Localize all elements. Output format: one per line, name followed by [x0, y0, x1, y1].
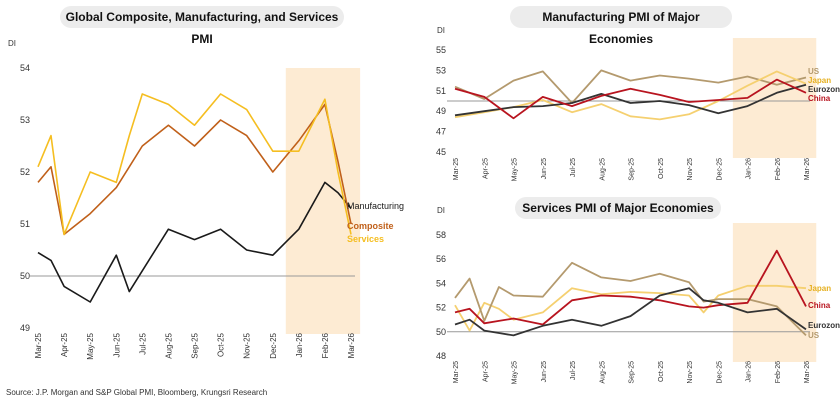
- y-tick-label: 47: [436, 127, 446, 137]
- y-tick-label: 51: [20, 219, 30, 229]
- x-tick-label: Sep-25: [629, 158, 636, 181]
- legend-label-japan: Japan: [808, 284, 831, 293]
- chart-2: 45 47 49 51 53 55 DI Mar-25 Apr-25 May-25 Jun-25 Ju…: [436, 26, 840, 181]
- x-tick-label: Jun-25: [541, 361, 548, 383]
- x-tick-label: Feb-26: [321, 332, 330, 358]
- x-tick-label: Aug-25: [599, 158, 606, 181]
- chart-2-title: Manufacturing PMI of Major Economies: [510, 6, 732, 46]
- y-tick-label: 55: [436, 45, 446, 55]
- x-tick-label: Feb-26: [775, 158, 782, 180]
- x-tick-label: Dec-25: [269, 332, 278, 358]
- y-axis-label: DI: [8, 39, 16, 48]
- legend-label-eurozone: Eurozone: [808, 321, 840, 330]
- x-tick-label: Jan-26: [295, 332, 304, 357]
- x-tick-label: Aug-25: [164, 332, 173, 358]
- x-tick-label: Mar-26: [804, 158, 811, 180]
- y-tick-label: 49: [436, 106, 446, 116]
- legend-label-services: Services: [347, 234, 384, 244]
- y-tick-label: 54: [20, 63, 30, 73]
- x-tick-label: Jan-26: [746, 158, 753, 180]
- x-tick-label: Oct-25: [658, 361, 665, 382]
- x-tick-label: Apr-25: [60, 332, 69, 357]
- legend-label-composite: Composite: [347, 221, 394, 231]
- legend-label-japan: Japan: [808, 76, 831, 85]
- series-line-us: [454, 69, 807, 104]
- x-tick-label: Jul-25: [570, 158, 577, 177]
- x-tick-label: May-25: [512, 158, 519, 181]
- x-tick-label: Apr-25: [482, 158, 489, 179]
- y-axis-label: DI: [437, 206, 445, 215]
- legend-label-china: China: [808, 94, 831, 103]
- x-tick-label: Oct-25: [658, 158, 665, 179]
- x-tick-label: Mar-26: [347, 332, 356, 358]
- y-tick-label: 52: [436, 303, 446, 313]
- x-tick-label: Oct-25: [217, 332, 226, 357]
- y-tick-label: 54: [436, 278, 446, 288]
- series-line-china: [454, 249, 807, 326]
- chart-1: 49 50 51 52 53 54 DI Mar-25 Apr-25 May-25 Jun-25 Ju…: [8, 39, 404, 360]
- y-tick-label: 53: [20, 115, 30, 125]
- y-tick-label: 52: [20, 167, 30, 177]
- x-tick-label: Mar-25: [453, 361, 460, 383]
- y-tick-label: 56: [436, 254, 446, 264]
- x-tick-label: May-25: [86, 332, 95, 359]
- series-line-composite: [37, 103, 352, 236]
- x-tick-label: Jun-25: [112, 332, 121, 357]
- shaded-region: [285, 68, 361, 334]
- y-tick-label: 51: [436, 86, 446, 96]
- x-tick-label: Jul-25: [570, 361, 577, 380]
- y-tick-label: 53: [436, 65, 446, 75]
- y-tick-label: 50: [20, 271, 30, 281]
- x-tick-label: Jan-26: [746, 361, 753, 383]
- x-tick-label: Aug-25: [599, 361, 606, 384]
- series-line-eurozone: [454, 287, 807, 337]
- source-note: Source: J.P. Morgan and S&P Global PMI, …: [6, 388, 268, 397]
- y-tick-label: 50: [436, 327, 446, 337]
- x-tick-label: Feb-26: [775, 361, 782, 383]
- x-tick-label: Nov-25: [243, 332, 252, 358]
- y-tick-label: 45: [436, 147, 446, 157]
- x-tick-label: Jun-25: [541, 158, 548, 180]
- series-line-services: [37, 93, 352, 236]
- series-line-china: [454, 78, 807, 120]
- legend-label-us: US: [808, 67, 820, 76]
- x-tick-label: Dec-25: [716, 158, 723, 181]
- x-tick-label: Nov-25: [687, 158, 694, 181]
- x-tick-label: Jul-25: [138, 332, 147, 354]
- chart-1-title: Global Composite, Manufacturing, and Ser…: [60, 6, 344, 46]
- legend-label-eurozone: Eurozone: [808, 85, 840, 94]
- y-tick-label: 49: [20, 323, 30, 333]
- legend-label-us: US: [808, 331, 820, 340]
- chart-3-title: Services PMI of Major Economies: [515, 197, 721, 219]
- x-tick-label: Nov-25: [687, 361, 694, 384]
- x-tick-label: Sep-25: [191, 332, 200, 358]
- x-tick-label: Mar-25: [453, 158, 460, 180]
- series-line-manufacturing: [37, 181, 352, 303]
- x-tick-label: Sep-25: [629, 361, 636, 384]
- x-tick-label: May-25: [512, 361, 519, 384]
- series-line-eurozone: [454, 83, 807, 117]
- chart-3: 48 50 52 54 56 58 DI Mar-25 Apr-25 May-25 Jun-25 Ju…: [436, 206, 840, 384]
- legend-label-china: China: [808, 301, 831, 310]
- x-tick-label: Mar-26: [804, 361, 811, 383]
- y-tick-label: 48: [436, 351, 446, 361]
- y-axis-label: DI: [437, 26, 445, 35]
- x-tick-label: Dec-25: [716, 361, 723, 384]
- y-tick-label: 58: [436, 230, 446, 240]
- shaded-region: [732, 223, 817, 362]
- series-line-us: [454, 261, 807, 337]
- legend-label-manufacturing: Manufacturing: [347, 201, 404, 211]
- x-tick-label: Apr-25: [482, 361, 489, 382]
- x-tick-label: Mar-25: [34, 332, 43, 358]
